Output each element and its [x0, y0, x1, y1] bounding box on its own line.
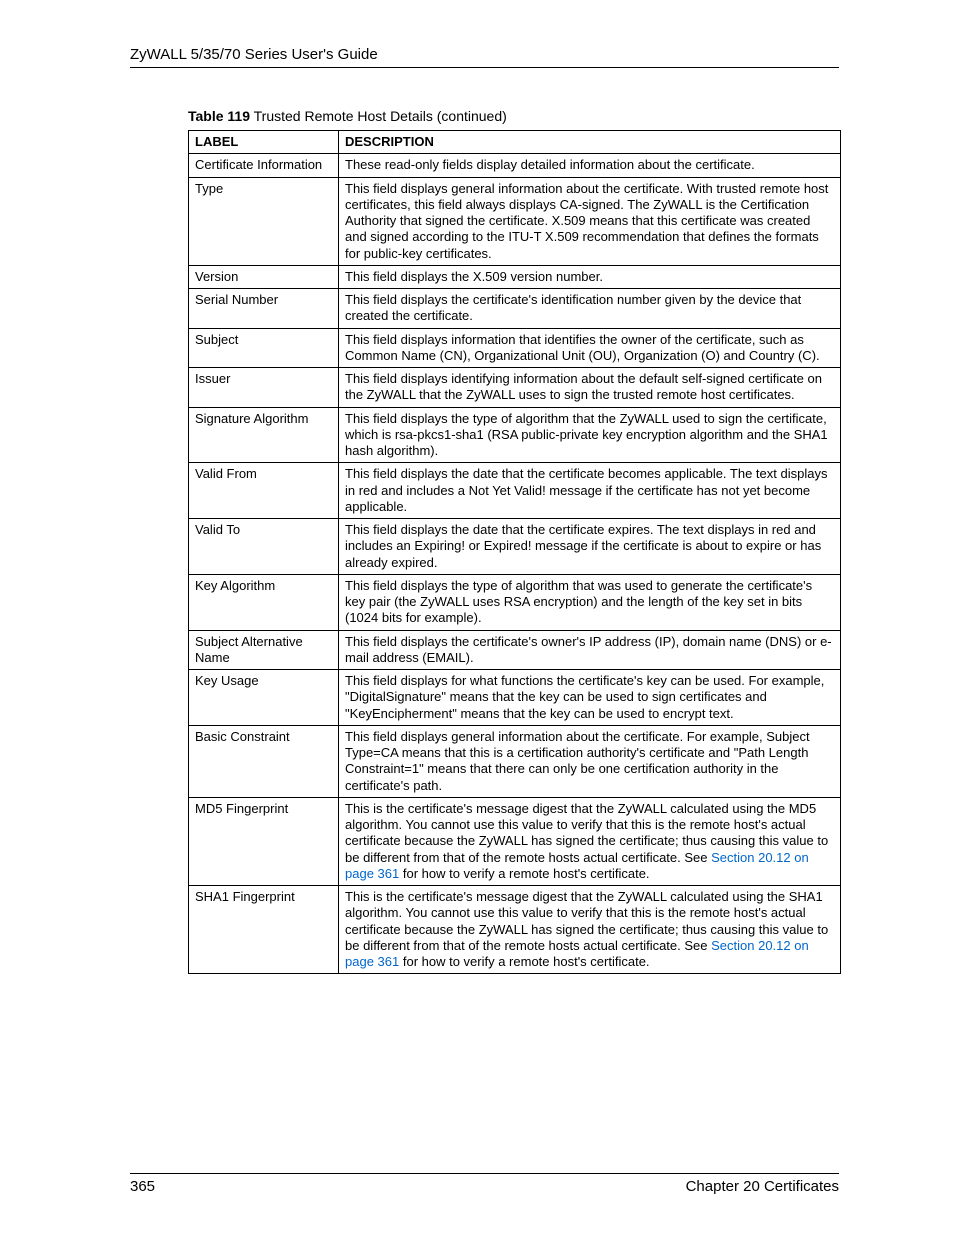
- cell-desc-text: for how to verify a remote host's certif…: [399, 866, 649, 881]
- table-caption-title: Trusted Remote Host Details (continued): [250, 108, 507, 124]
- table-row: Signature AlgorithmThis field displays t…: [189, 407, 841, 463]
- cell-description: This field displays identifying informat…: [339, 368, 841, 408]
- table-row: VersionThis field displays the X.509 ver…: [189, 265, 841, 288]
- cell-description: This is the certificate's message digest…: [339, 797, 841, 885]
- table-row: Key AlgorithmThis field displays the typ…: [189, 574, 841, 630]
- table-caption: Table 119 Trusted Remote Host Details (c…: [188, 108, 839, 124]
- col-header-description: DESCRIPTION: [339, 131, 841, 154]
- cell-description: This field displays the date that the ce…: [339, 463, 841, 519]
- cell-description: This field displays the X.509 version nu…: [339, 265, 841, 288]
- cell-description: This field displays information that ide…: [339, 328, 841, 368]
- table-row: SHA1 FingerprintThis is the certificate'…: [189, 886, 841, 974]
- table-row: Key UsageThis field displays for what fu…: [189, 670, 841, 726]
- details-table: LABEL DESCRIPTION Certificate Informatio…: [188, 130, 841, 974]
- cell-label: Valid To: [189, 519, 339, 575]
- table-row: IssuerThis field displays identifying in…: [189, 368, 841, 408]
- cell-label: SHA1 Fingerprint: [189, 886, 339, 974]
- cell-description: This is the certificate's message digest…: [339, 886, 841, 974]
- cell-description: This field displays the type of algorith…: [339, 574, 841, 630]
- page-footer: 365 Chapter 20 Certificates: [130, 1173, 839, 1195]
- cell-description: This field displays the certificate's ow…: [339, 630, 841, 670]
- cell-label: Key Usage: [189, 670, 339, 726]
- cell-label: Issuer: [189, 368, 339, 408]
- cell-label: Key Algorithm: [189, 574, 339, 630]
- table-row: Serial NumberThis field displays the cer…: [189, 289, 841, 329]
- cell-label: Certificate Information: [189, 154, 339, 177]
- running-head: ZyWALL 5/35/70 Series User's Guide: [130, 46, 839, 68]
- cell-label: Serial Number: [189, 289, 339, 329]
- table-row: Valid FromThis field displays the date t…: [189, 463, 841, 519]
- cell-description: This field displays the date that the ce…: [339, 519, 841, 575]
- table-row: Certificate InformationThese read-only f…: [189, 154, 841, 177]
- table-row: TypeThis field displays general informat…: [189, 177, 841, 265]
- cell-description: These read-only fields display detailed …: [339, 154, 841, 177]
- table-caption-number: Table 119: [188, 108, 250, 124]
- table-row: MD5 FingerprintThis is the certificate's…: [189, 797, 841, 885]
- cell-desc-text: for how to verify a remote host's certif…: [399, 954, 649, 969]
- cell-description: This field displays the type of algorith…: [339, 407, 841, 463]
- col-header-label: LABEL: [189, 131, 339, 154]
- cell-label: Type: [189, 177, 339, 265]
- table-row: Subject Alternative NameThis field displ…: [189, 630, 841, 670]
- table-row: Valid ToThis field displays the date tha…: [189, 519, 841, 575]
- page-number: 365: [130, 1178, 155, 1195]
- cell-description: This field displays general information …: [339, 177, 841, 265]
- cell-label: Signature Algorithm: [189, 407, 339, 463]
- table-body: Certificate InformationThese read-only f…: [189, 154, 841, 974]
- page: ZyWALL 5/35/70 Series User's Guide Table…: [0, 0, 954, 1235]
- cell-description: This field displays the certificate's id…: [339, 289, 841, 329]
- cell-label: MD5 Fingerprint: [189, 797, 339, 885]
- table-header-row: LABEL DESCRIPTION: [189, 131, 841, 154]
- cell-description: This field displays general information …: [339, 725, 841, 797]
- cell-label: Subject: [189, 328, 339, 368]
- chapter-label: Chapter 20 Certificates: [686, 1178, 839, 1195]
- cell-label: Subject Alternative Name: [189, 630, 339, 670]
- cell-label: Version: [189, 265, 339, 288]
- cell-label: Basic Constraint: [189, 725, 339, 797]
- table-row: Basic ConstraintThis field displays gene…: [189, 725, 841, 797]
- cell-label: Valid From: [189, 463, 339, 519]
- table-row: SubjectThis field displays information t…: [189, 328, 841, 368]
- cell-description: This field displays for what functions t…: [339, 670, 841, 726]
